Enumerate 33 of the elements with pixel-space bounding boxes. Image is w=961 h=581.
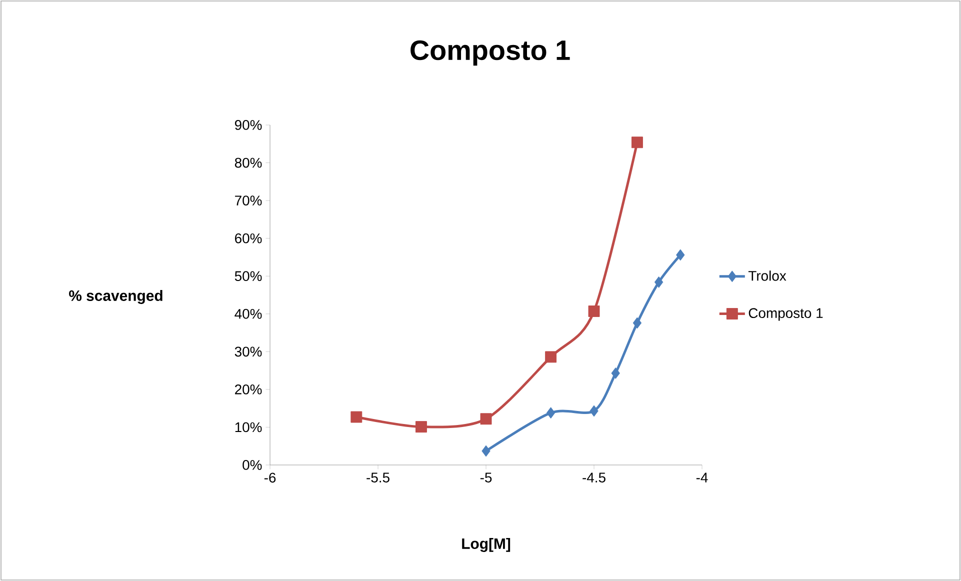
point bbox=[482, 445, 490, 457]
y-tick-label: 40% bbox=[234, 308, 262, 319]
point bbox=[611, 367, 620, 379]
point bbox=[676, 249, 685, 261]
point bbox=[632, 317, 642, 329]
y-tick-label: 50% bbox=[234, 271, 262, 282]
x-tick-label: -5 bbox=[480, 472, 492, 482]
y-tick-label: 90% bbox=[234, 120, 262, 130]
point bbox=[631, 136, 643, 148]
y-tick-label: 0% bbox=[242, 460, 262, 470]
y-tick-label: 60% bbox=[235, 233, 262, 244]
x-tick-label: -4 bbox=[696, 472, 708, 482]
point bbox=[415, 421, 427, 433]
point bbox=[545, 351, 557, 363]
point bbox=[480, 413, 492, 425]
y-axis-title: % scavenged bbox=[69, 290, 162, 304]
x-tick-label: -6 bbox=[264, 472, 276, 483]
x-tick-label: -4.5 bbox=[582, 472, 606, 482]
point bbox=[654, 276, 664, 288]
x-tick-label: -5.5 bbox=[366, 472, 390, 482]
y-tick-label: 80% bbox=[234, 158, 262, 168]
point bbox=[588, 306, 600, 317]
legend-label: Composto 1 bbox=[748, 308, 823, 321]
point bbox=[590, 405, 598, 417]
x-axis-title: Log[M] bbox=[462, 538, 510, 552]
y-tick-label: 70% bbox=[235, 196, 262, 206]
y-tick-label: 20% bbox=[235, 384, 262, 394]
chart-title: Composto 1 bbox=[410, 40, 570, 66]
legend-label: Trolox bbox=[748, 270, 786, 281]
y-tick-label: 30% bbox=[234, 346, 262, 357]
point bbox=[350, 411, 362, 423]
point bbox=[546, 407, 556, 419]
y-tick-label: 10% bbox=[235, 422, 262, 432]
